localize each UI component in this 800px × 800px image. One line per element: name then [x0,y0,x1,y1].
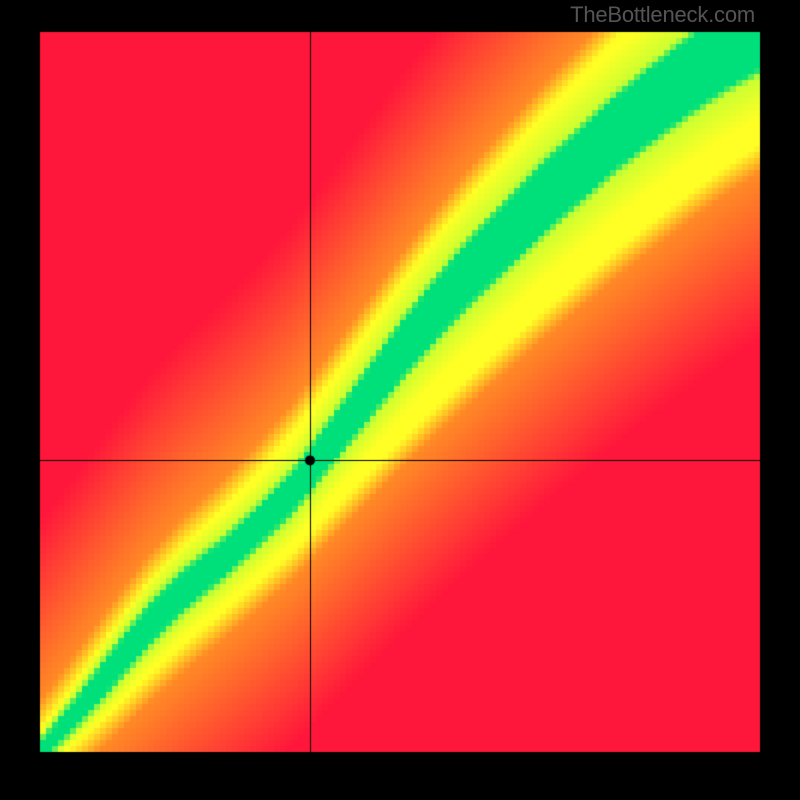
bottleneck-heatmap [0,0,800,800]
watermark-text: TheBottleneck.com [570,2,755,28]
